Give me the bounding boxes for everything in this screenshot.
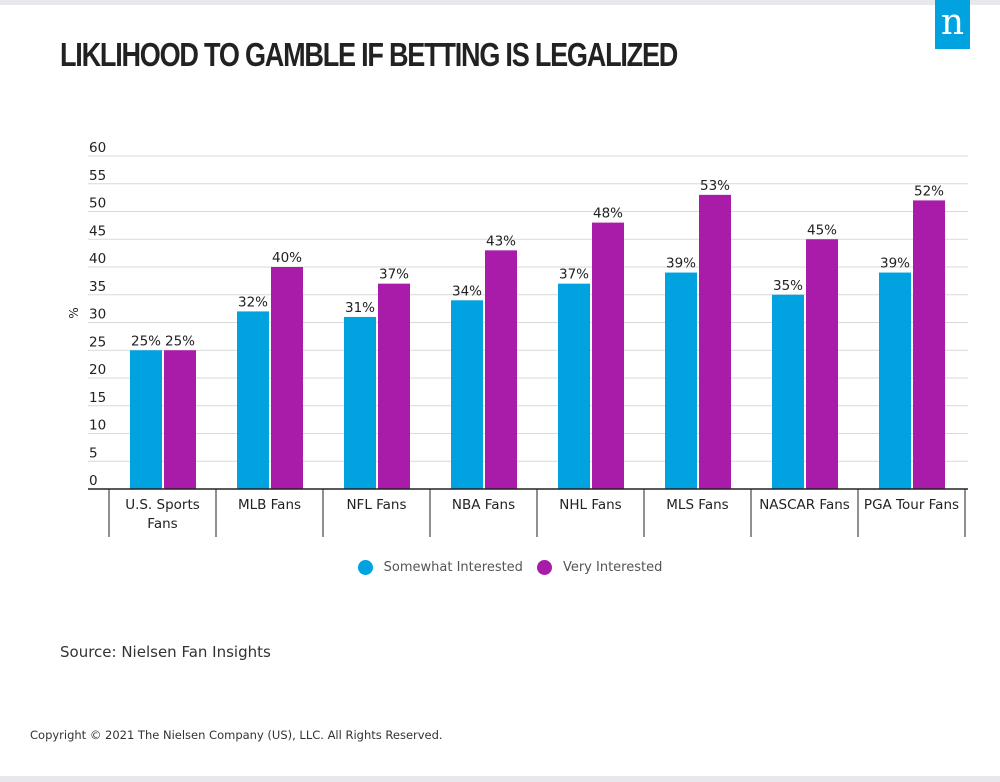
top-border [0, 0, 1000, 5]
data-label: 45% [807, 222, 837, 238]
y-tick-label: 30 [89, 307, 106, 323]
chart-legend: Somewhat Interested Very Interested [0, 560, 1000, 575]
y-tick-label: 45 [89, 223, 106, 239]
data-label: 25% [165, 333, 195, 349]
y-tick-label: 60 [89, 140, 106, 156]
bottom-border [0, 776, 1000, 782]
x-tick-label: NBA Fans [452, 497, 515, 513]
x-tick-label-line: MLS Fans [666, 497, 728, 513]
legend-entry: Very Interested [536, 560, 663, 575]
x-tick-label-line: NFL Fans [346, 497, 406, 513]
data-label: 32% [238, 294, 268, 310]
legend-swatch [357, 560, 373, 575]
y-tick-label: 0 [89, 473, 98, 489]
bar [806, 239, 838, 489]
x-tick-label: PGA Tour Fans [864, 497, 959, 513]
bar [237, 311, 269, 489]
data-label: 48% [593, 206, 623, 222]
x-tick-label: U.S. Sports Fans [125, 497, 200, 532]
y-tick-label: 5 [89, 445, 98, 461]
x-tick-label-line: NHL Fans [559, 497, 621, 513]
bar [772, 294, 804, 489]
y-axis-title: % [67, 307, 81, 318]
bar [130, 350, 162, 489]
bar [485, 250, 517, 489]
page-title: LIKLIHOOD TO GAMBLE IF BETTING IS LEGALI… [60, 36, 678, 73]
x-tick-label-line: NBA Fans [452, 497, 515, 513]
legend-entry: Somewhat Interested [357, 560, 523, 575]
y-tick-label: 55 [89, 168, 106, 184]
y-tick-label: 50 [89, 196, 106, 212]
copyright-note: Copyright © 2021 The Nielsen Company (US… [30, 728, 443, 742]
bar [558, 283, 590, 489]
x-tick-label-line: U.S. Sports [125, 497, 200, 513]
data-label: 52% [914, 183, 944, 199]
bar [344, 316, 376, 489]
y-tick-label: 15 [89, 390, 106, 406]
x-tick-label: NHL Fans [559, 497, 621, 513]
bar-chart: 0 5 10 15 20 25 30 35 40 45 50 55 60% 25% 25% 32% 40% 31%… [67, 140, 968, 537]
bar [879, 272, 911, 489]
bar [378, 283, 410, 489]
data-label: 40% [272, 250, 302, 266]
data-label: 39% [880, 256, 910, 272]
y-tick-label: 10 [89, 418, 106, 434]
x-tick-label-line: MLB Fans [238, 497, 301, 513]
data-label: 34% [452, 283, 482, 299]
y-tick-label: 25 [89, 334, 106, 350]
legend-swatch [536, 560, 552, 575]
y-tick-label: 20 [89, 362, 106, 378]
bar [592, 222, 624, 489]
data-label: 25% [131, 333, 161, 349]
bar [699, 194, 731, 489]
bar [451, 300, 483, 489]
data-label: 31% [345, 300, 375, 316]
data-label: 53% [700, 178, 730, 194]
legend-label: Very Interested [562, 560, 663, 575]
data-label: 43% [486, 233, 516, 249]
legend-label: Somewhat Interested [383, 560, 523, 575]
bar [913, 200, 945, 489]
bar [271, 267, 303, 489]
data-label: 37% [379, 267, 409, 283]
x-tick-label-line: NASCAR Fans [759, 497, 850, 513]
bar [164, 350, 196, 489]
data-label: 39% [666, 256, 696, 272]
y-tick-label: 40 [89, 251, 106, 267]
x-tick-label: NFL Fans [346, 497, 406, 513]
x-tick-label: NASCAR Fans [759, 497, 850, 513]
bar [665, 272, 697, 489]
data-label: 35% [773, 278, 803, 294]
data-label: 37% [559, 267, 589, 283]
x-tick-label: MLB Fans [238, 497, 301, 513]
logo-text: n [940, 2, 965, 43]
nielsen-logo-icon: n [935, 0, 970, 49]
x-tick-label: MLS Fans [666, 497, 728, 513]
x-tick-label-line: PGA Tour Fans [864, 497, 959, 513]
x-tick-label-line: Fans [147, 516, 177, 532]
source-note: Source: Nielsen Fan Insights [60, 643, 271, 661]
y-tick-label: 35 [89, 279, 106, 295]
